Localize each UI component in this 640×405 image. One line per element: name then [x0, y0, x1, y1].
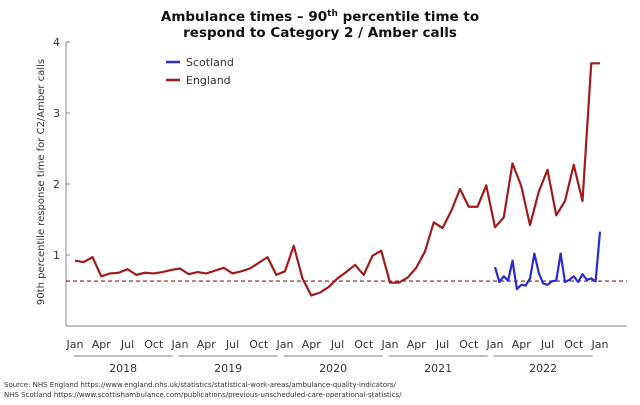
series-line-england: [74, 62, 600, 297]
source-note-line2: NHS Scotland https://www.scottishambulan…: [4, 391, 402, 399]
x-tick-label: Jul: [225, 338, 239, 351]
x-tick-label: Jan: [486, 338, 504, 351]
x-tick-label: Jan: [591, 338, 609, 351]
x-tick-label: Apr: [512, 338, 532, 351]
year-label: 2022: [529, 362, 557, 375]
x-tick-label: Oct: [459, 338, 479, 351]
x-tick-label: Oct: [354, 338, 374, 351]
x-tick-label: Jan: [171, 338, 189, 351]
year-label: 2021: [424, 362, 452, 375]
x-tick-label: Jul: [120, 338, 134, 351]
series-group: [74, 62, 602, 297]
x-tick-label: Oct: [249, 338, 269, 351]
x-tick-label: Apr: [407, 338, 427, 351]
year-label: 2018: [109, 362, 137, 375]
series-line-scotland: [493, 231, 602, 291]
year-label: 2019: [214, 362, 242, 375]
x-tick-label: Jan: [66, 338, 84, 351]
y-tick-label: 3: [53, 107, 60, 120]
x-tick-label: Apr: [302, 338, 322, 351]
legend-label-scotland: Scotland: [186, 56, 234, 69]
y-axis: 1 2 3 4: [53, 36, 70, 326]
x-tick-label: Jan: [276, 338, 294, 351]
x-tick-label: Jul: [330, 338, 344, 351]
chart-title-line2: respond to Category 2 / Amber calls: [183, 25, 457, 41]
x-tick-label: Jan: [381, 338, 399, 351]
legend: Scotland England: [166, 56, 234, 87]
x-tick-label: Apr: [92, 338, 112, 351]
source-note-line1: Source: NHS England https://www.england.…: [4, 381, 396, 389]
x-tick-label: Jul: [435, 338, 449, 351]
x-tick-label: Apr: [197, 338, 217, 351]
y-tick-label: 4: [53, 36, 60, 49]
x-tick-label: Jul: [540, 338, 554, 351]
x-axis: Jan Apr Jul Oct Jan Apr Jul Oct Jan Apr Jul Oct Jan A…: [66, 325, 627, 375]
y-axis-label: 90th percentile response time for C2/Amb…: [36, 59, 47, 305]
legend-label-england: England: [186, 74, 231, 87]
year-label: 2020: [319, 362, 347, 375]
x-tick-label: Oct: [144, 338, 164, 351]
y-tick-label: 2: [53, 178, 60, 191]
y-tick-label: 1: [53, 249, 60, 262]
chart-title-line1: Ambulance times – 90th percentile time t…: [161, 9, 479, 25]
x-tick-label: Oct: [564, 338, 584, 351]
